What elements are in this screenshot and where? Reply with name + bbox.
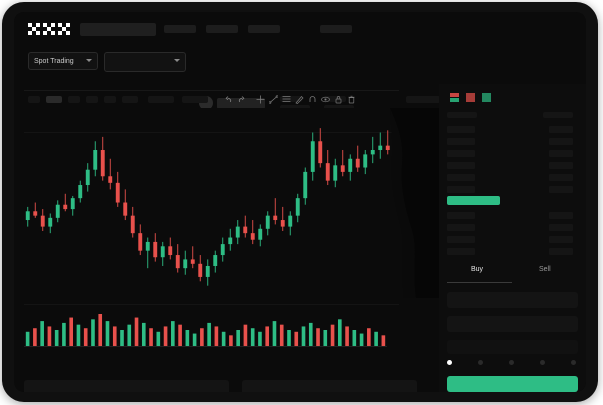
slider-dot[interactable] — [509, 360, 514, 365]
submit-order-button[interactable] — [447, 376, 578, 392]
slider-dot[interactable] — [571, 360, 576, 365]
orderbook-ask-row[interactable] — [447, 174, 475, 181]
nav-item-1[interactable] — [164, 25, 196, 33]
order-panel: Buy Sell — [439, 84, 586, 392]
chart-type-selector[interactable] — [148, 96, 174, 103]
fibonacci-icon[interactable] — [282, 95, 291, 104]
tablet-screen: Spot Trading — [14, 12, 586, 392]
orderbook-view-both-icon[interactable] — [449, 90, 461, 102]
timeframe-2[interactable] — [46, 96, 62, 103]
volume-baseline — [24, 346, 387, 347]
chart-toolbar — [24, 90, 399, 109]
price-field[interactable] — [447, 292, 578, 308]
amount-field[interactable] — [447, 316, 578, 332]
orderbook-bid-row-qty — [549, 224, 573, 231]
orderbook-ask-row-qty — [549, 138, 573, 145]
chart-gridline — [24, 304, 399, 305]
volume-chart — [24, 310, 399, 352]
slider-dot[interactable] — [447, 360, 452, 365]
pair-name-label — [217, 98, 265, 109]
last-price-row — [447, 196, 500, 205]
chart-gridline — [24, 132, 399, 133]
timeframe-5[interactable] — [104, 96, 116, 103]
timeframe-4[interactable] — [86, 96, 98, 103]
stat-24h-change — [324, 96, 346, 102]
orderbook-view-toggles — [445, 90, 505, 102]
orderbook-ask-row[interactable] — [447, 162, 475, 169]
bottom-card-left[interactable] — [24, 380, 229, 392]
chevron-down-icon — [174, 59, 180, 62]
orderbook-view-buy-icon[interactable] — [481, 90, 493, 102]
orderbook-view-sell-icon[interactable] — [465, 90, 477, 102]
redo-icon[interactable] — [237, 95, 246, 104]
orderbook-ask-row-qty — [549, 186, 573, 193]
mode-selector[interactable]: Spot Trading — [28, 52, 98, 70]
nav-item-3[interactable] — [248, 25, 280, 33]
nav-item-4[interactable] — [320, 25, 352, 33]
timeframe-1[interactable] — [28, 96, 40, 103]
slider-dot[interactable] — [478, 360, 483, 365]
stat-24h-high — [406, 96, 440, 103]
tab-buy[interactable]: Buy — [471, 266, 484, 273]
order-summary-box — [447, 340, 578, 354]
orderbook-ask-row-qty — [549, 126, 573, 133]
orderbook-ask-row[interactable] — [447, 186, 475, 193]
orderbook-ask-row[interactable] — [447, 150, 475, 157]
orderbook-bid-row-qty — [549, 236, 573, 243]
market-subnav: Spot Trading — [14, 46, 586, 111]
timeframe-6[interactable] — [122, 96, 138, 103]
lock-icon[interactable] — [334, 95, 343, 104]
orderbook-ask-row-qty — [549, 150, 573, 157]
nav-item-2[interactable] — [206, 25, 238, 33]
orderbook-bid-row[interactable] — [447, 224, 475, 231]
volume-series — [25, 314, 386, 346]
crosshair-icon[interactable] — [256, 95, 265, 104]
mode-selector-label: Spot Trading — [34, 58, 74, 65]
orderbook-ask-row[interactable] — [447, 138, 475, 145]
eye-icon[interactable] — [321, 95, 330, 104]
trendline-icon[interactable] — [269, 95, 278, 104]
candlestick-chart[interactable] — [24, 108, 399, 308]
orderbook-ask-row-qty — [549, 162, 573, 169]
brush-icon[interactable] — [295, 95, 304, 104]
hand-shadow-overlay — [390, 108, 442, 298]
orderbook-bid-row[interactable] — [447, 248, 475, 255]
candlestick-series — [25, 128, 398, 286]
orderbook-header-left — [447, 112, 477, 118]
orderbook-bid-row[interactable] — [447, 212, 475, 219]
orderbook-ask-row-qty — [549, 174, 573, 181]
orderbook-bid-row-qty — [549, 248, 573, 255]
topbar-search-input[interactable] — [80, 23, 156, 36]
stat-last-price — [280, 96, 302, 102]
orderbook-ask-row[interactable] — [447, 126, 475, 133]
bottom-card-right[interactable] — [242, 380, 417, 392]
trash-icon[interactable] — [347, 95, 356, 104]
timeframe-3[interactable] — [68, 96, 80, 103]
okx-logo-icon[interactable] — [28, 23, 72, 36]
orderbook-bid-row[interactable] — [447, 236, 475, 243]
undo-icon[interactable] — [224, 95, 233, 104]
slider-dot[interactable] — [540, 360, 545, 365]
active-tab-underline — [447, 282, 512, 283]
indicators-button[interactable] — [182, 96, 208, 103]
buy-sell-tabs: Buy Sell — [447, 262, 578, 284]
tab-sell[interactable]: Sell — [539, 266, 551, 273]
tablet-device-frame: Spot Trading — [2, 2, 598, 402]
orderbook-header-right — [543, 112, 573, 118]
amount-slider[interactable] — [447, 360, 578, 368]
chevron-down-icon — [86, 59, 92, 62]
orderbook-bid-row-qty — [549, 212, 573, 219]
pair-selector[interactable] — [104, 52, 186, 72]
magnet-icon[interactable] — [308, 95, 317, 104]
top-navigation-bar — [14, 12, 586, 46]
